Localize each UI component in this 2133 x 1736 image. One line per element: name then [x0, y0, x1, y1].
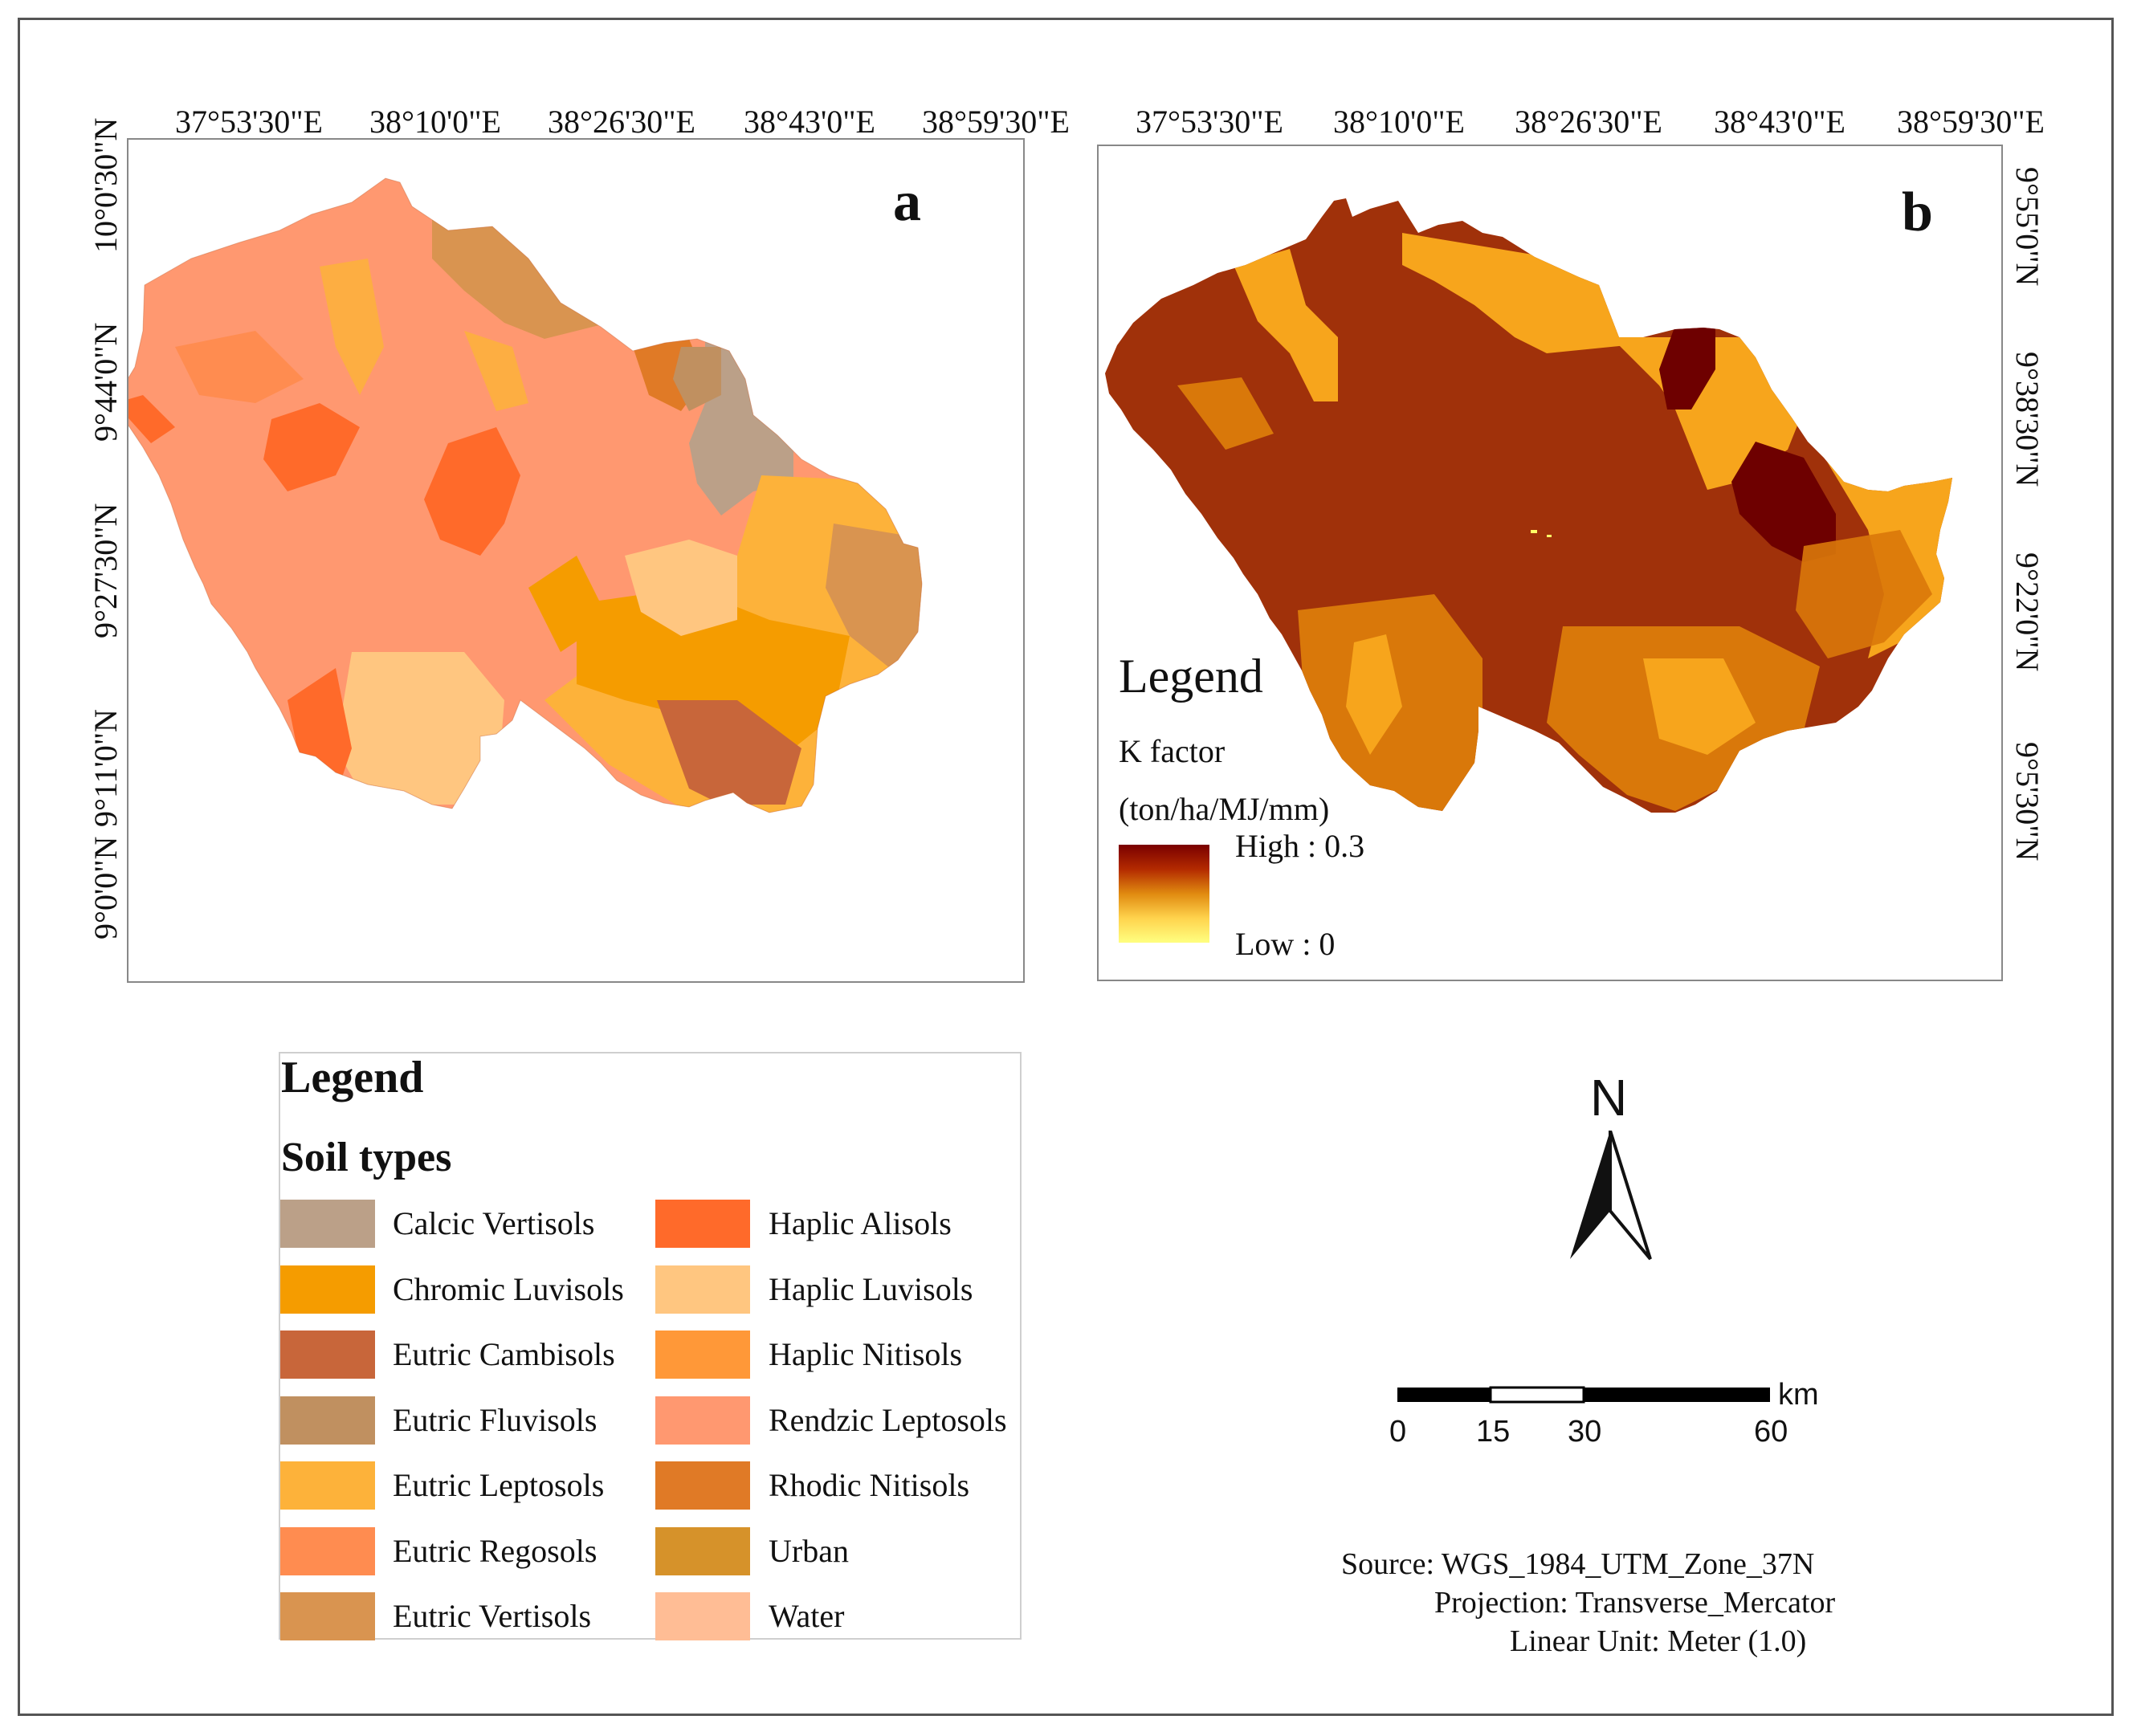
- panel-b-lon-label: 37°53'30"E: [1136, 104, 1283, 140]
- legend-label: Eutric Leptosols: [393, 1467, 605, 1503]
- legend-swatch: [280, 1396, 375, 1445]
- linear-unit-text: Linear Unit: Meter (1.0): [1510, 1624, 1807, 1658]
- k-factor-low-label: Low : 0: [1235, 926, 1336, 962]
- legend-swatch: [280, 1526, 375, 1575]
- panel-b-frame: [1097, 145, 2003, 981]
- legend-label: Haplic Alisols: [769, 1205, 952, 1241]
- panel-a-lat-label: 9°0'0"N: [88, 836, 124, 939]
- legend-swatch: [655, 1461, 750, 1510]
- panel-b-lon-label: 38°59'30"E: [1897, 104, 2045, 140]
- k-factor-variable-label: K factor: [1119, 733, 1226, 769]
- legend-swatch: [280, 1331, 375, 1379]
- legend-label: Water: [769, 1598, 845, 1634]
- legend-swatch: [655, 1265, 750, 1314]
- legend-swatch: [280, 1461, 375, 1510]
- legend-swatch: [280, 1200, 375, 1248]
- legend-swatch: [655, 1396, 750, 1445]
- panel-a-lat-label: 9°11'0"N: [88, 709, 124, 827]
- panel-a-lon-label: 38°43'0"E: [744, 104, 875, 140]
- scale-tick-label: 15: [1476, 1415, 1511, 1449]
- k-factor-color-ramp: [1119, 845, 1209, 943]
- k-factor-legend-title: Legend: [1119, 650, 1263, 703]
- panel-b-lon-label: 38°10'0"E: [1333, 104, 1465, 140]
- soil-type-map: [127, 177, 923, 813]
- legend-label: Eutric Cambisols: [393, 1336, 615, 1372]
- panel-b-lat-label: 9°22'0"N: [2009, 552, 2045, 672]
- legend-label: Eutric Vertisols: [393, 1598, 592, 1634]
- soil-legend-subtitle: Soil types: [281, 1135, 452, 1180]
- legend-label: Eutric Regosols: [393, 1532, 597, 1569]
- soil-legend-title: Legend: [281, 1053, 424, 1102]
- projection-text: Projection: Transverse_Mercator: [1434, 1586, 1836, 1620]
- panel-b-lat-label: 9°38'30"N: [2009, 352, 2045, 487]
- panel-b-lat-label: 9°5'30"N: [2009, 742, 2045, 862]
- legend-label: Rhodic Nitisols: [769, 1467, 970, 1503]
- panel-a-label: a: [893, 171, 921, 233]
- k-factor-unit-label: (ton/ha/MJ/mm): [1119, 791, 1330, 827]
- scale-tick-label: 0: [1389, 1415, 1407, 1449]
- scale-unit: km: [1778, 1378, 1819, 1412]
- legend-label: Haplic Nitisols: [769, 1336, 963, 1372]
- panel-a-lon-label: 37°53'30"E: [175, 104, 323, 140]
- panel-b-lon-label: 38°43'0"E: [1714, 104, 1845, 140]
- legend-swatch: [655, 1331, 750, 1379]
- panel-a-lon-label: 38°10'0"E: [369, 104, 501, 140]
- legend-label: Eutric Fluvisols: [393, 1401, 597, 1438]
- panel-a-lat-label: 9°44'0"N: [88, 322, 124, 442]
- source-text: Source: WGS_1984_UTM_Zone_37N: [1341, 1547, 1815, 1581]
- panel-a-lon-label: 38°26'30"E: [548, 104, 695, 140]
- legend-label: Haplic Luvisols: [769, 1270, 973, 1307]
- legend-swatch: [655, 1200, 750, 1248]
- legend-swatch: [280, 1592, 375, 1640]
- legend-label: Calcic Vertisols: [393, 1205, 595, 1241]
- scale-tick-label: 60: [1754, 1415, 1788, 1449]
- scale-bar: [1397, 1386, 1770, 1404]
- legend-swatch: [280, 1265, 375, 1314]
- panel-b-label: b: [1902, 181, 1933, 243]
- panel-a-frame: [127, 138, 1025, 983]
- panel-b-lat-label: 9°55'0"N: [2009, 167, 2045, 287]
- legend-label: Urban: [769, 1532, 849, 1569]
- legend-swatch: [655, 1526, 750, 1575]
- north-arrow-label: N: [1590, 1069, 1628, 1127]
- soil-legend: [279, 1052, 1022, 1640]
- figure-frame: [18, 18, 2114, 1716]
- north-arrow-icon: [1570, 1131, 1652, 1261]
- legend-swatch: [655, 1592, 750, 1640]
- panel-b-lon-label: 38°26'30"E: [1515, 104, 1662, 140]
- k-factor-high-label: High : 0.3: [1235, 828, 1365, 864]
- panel-a-lon-label: 38°59'30"E: [922, 104, 1070, 140]
- legend-label: Chromic Luvisols: [393, 1270, 624, 1307]
- scale-tick-label: 30: [1568, 1415, 1602, 1449]
- legend-label: Rendzic Leptosols: [769, 1401, 1007, 1438]
- panel-a-lat-label: 9°27'30"N: [88, 503, 124, 638]
- panel-a-lat-label: 10°0'30"N: [88, 117, 124, 253]
- k-factor-map: [1105, 198, 1952, 813]
